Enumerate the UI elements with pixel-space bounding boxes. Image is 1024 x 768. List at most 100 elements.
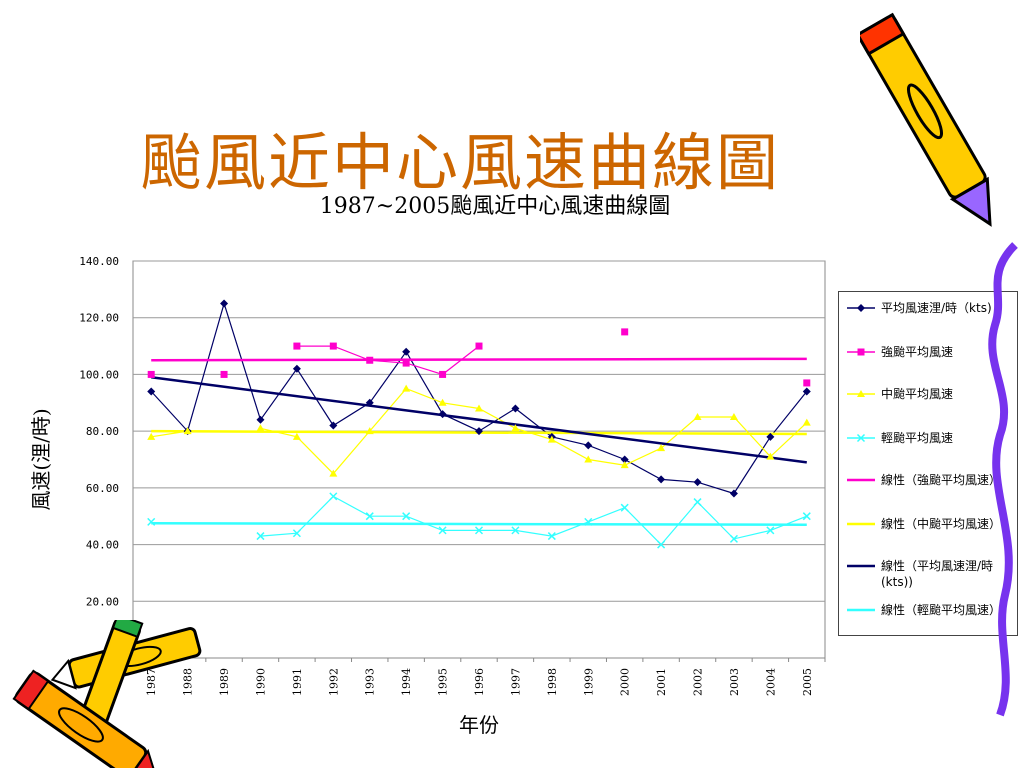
- data-point: [329, 342, 337, 350]
- data-point: [147, 432, 156, 440]
- y-tick-label: 20.00: [86, 595, 119, 608]
- data-point: [256, 424, 265, 432]
- data-point: [183, 427, 192, 435]
- data-point: [402, 512, 411, 521]
- data-point: [256, 532, 265, 541]
- data-point: [147, 387, 156, 396]
- data-point: [511, 424, 520, 432]
- x-tick-label: 1987: [145, 668, 158, 696]
- data-point: [220, 299, 229, 308]
- data-point: [693, 412, 702, 420]
- data-point: [256, 415, 265, 424]
- data-point: [474, 526, 484, 535]
- pencil-icon: [860, 12, 992, 227]
- plot-area: [132, 260, 826, 659]
- chart-title: 1987~2005颱風近中心風速曲線圖: [319, 194, 671, 219]
- data-point: [292, 432, 301, 440]
- data-point: [438, 398, 447, 406]
- legend-label: 輕颱平均風速: [881, 431, 954, 445]
- data-point: [802, 387, 811, 396]
- curl-decoration-icon: [988, 242, 1018, 717]
- data-point: [802, 512, 811, 521]
- x-tick-label: 2003: [728, 668, 741, 696]
- trendline: [151, 357, 807, 362]
- data-point: [584, 441, 593, 450]
- data-point: [547, 435, 556, 443]
- data-point: [511, 526, 520, 535]
- data-point: [620, 503, 629, 512]
- data-point: [729, 489, 738, 498]
- legend-label: 平均風速浬/時（kts): [881, 301, 992, 315]
- x-tick-label: 1991: [291, 668, 304, 696]
- data-point: [693, 498, 702, 507]
- y-axis-label: 風速(浬/時): [29, 408, 53, 510]
- data-point: [657, 475, 666, 484]
- legend-label: 線性（輕颱平均風速）: [881, 603, 1002, 617]
- data-point: [329, 469, 338, 477]
- data-point: [803, 379, 811, 387]
- trendline: [151, 522, 807, 526]
- data-point: [766, 452, 775, 460]
- data-point: [475, 404, 483, 412]
- data-point: [438, 526, 447, 535]
- data-point: [547, 532, 556, 541]
- x-tick-label: 2001: [655, 668, 668, 696]
- data-point: [439, 370, 447, 378]
- x-tick-label: 2004: [764, 668, 777, 696]
- data-point: [147, 517, 156, 526]
- x-tick-label: 2002: [692, 668, 705, 696]
- y-tick-label: 40.00: [86, 539, 119, 552]
- x-tick-label: 1992: [327, 668, 340, 696]
- chart-legend: 平均風速浬/時（kts) 強颱平均風速 中颱平均風速 輕颱平均風速 線性（強颱平…: [838, 291, 1018, 636]
- slide-title: 颱風近中心風速曲線圖: [139, 126, 780, 199]
- data-point: [766, 526, 775, 535]
- x-tick-label: 1988: [182, 668, 195, 696]
- data-point: [329, 421, 338, 430]
- x-tick-label: 1999: [582, 668, 595, 696]
- pencils-icon: [12, 620, 202, 768]
- data-point: [293, 342, 301, 350]
- data-point: [292, 364, 301, 373]
- series-line: [260, 495, 808, 546]
- data-point: [766, 432, 775, 441]
- data-point: [693, 478, 702, 487]
- data-point: [365, 427, 374, 435]
- data-point: [584, 455, 593, 463]
- data-point: [657, 444, 666, 452]
- data-point: [402, 359, 410, 367]
- data-point: [621, 328, 629, 336]
- data-point: [402, 384, 411, 392]
- data-point: [802, 418, 811, 426]
- data-point: [438, 410, 447, 419]
- data-point: [292, 529, 301, 538]
- data-point: [220, 370, 228, 378]
- data-point: [475, 427, 483, 436]
- x-tick-label: 2005: [801, 668, 814, 696]
- y-tick-label: 140.00: [79, 255, 119, 268]
- legend-label: 強颱平均風速: [881, 345, 954, 359]
- data-point: [620, 461, 629, 469]
- data-point: [402, 347, 411, 356]
- data-point: [147, 370, 155, 378]
- data-point: [657, 540, 666, 549]
- y-tick-label: 80.00: [86, 425, 119, 438]
- data-point: [329, 492, 338, 501]
- legend-label: 線性（中颱平均風速）: [881, 517, 1002, 531]
- data-point: [511, 404, 520, 413]
- x-tick-label: 1998: [546, 668, 559, 696]
- legend-label: 中颱平均風速: [881, 387, 954, 401]
- data-point: [365, 398, 374, 407]
- x-tick-label: 2000: [619, 668, 632, 696]
- legend-label: 線性（強颱平均風速）: [881, 473, 1002, 487]
- data-point: [729, 534, 738, 543]
- x-tick-label: 1995: [437, 668, 450, 696]
- data-point: [620, 455, 629, 464]
- x-axis-label: 年份: [459, 713, 499, 737]
- legend-label: 線性（平均風速浬/時(kts)): [881, 559, 994, 589]
- x-tick-label: 1993: [364, 668, 377, 696]
- trendline: [151, 376, 807, 464]
- y-tick-label: 120.00: [79, 312, 119, 325]
- data-point: [584, 517, 593, 526]
- y-tick-label: 100.00: [79, 368, 119, 381]
